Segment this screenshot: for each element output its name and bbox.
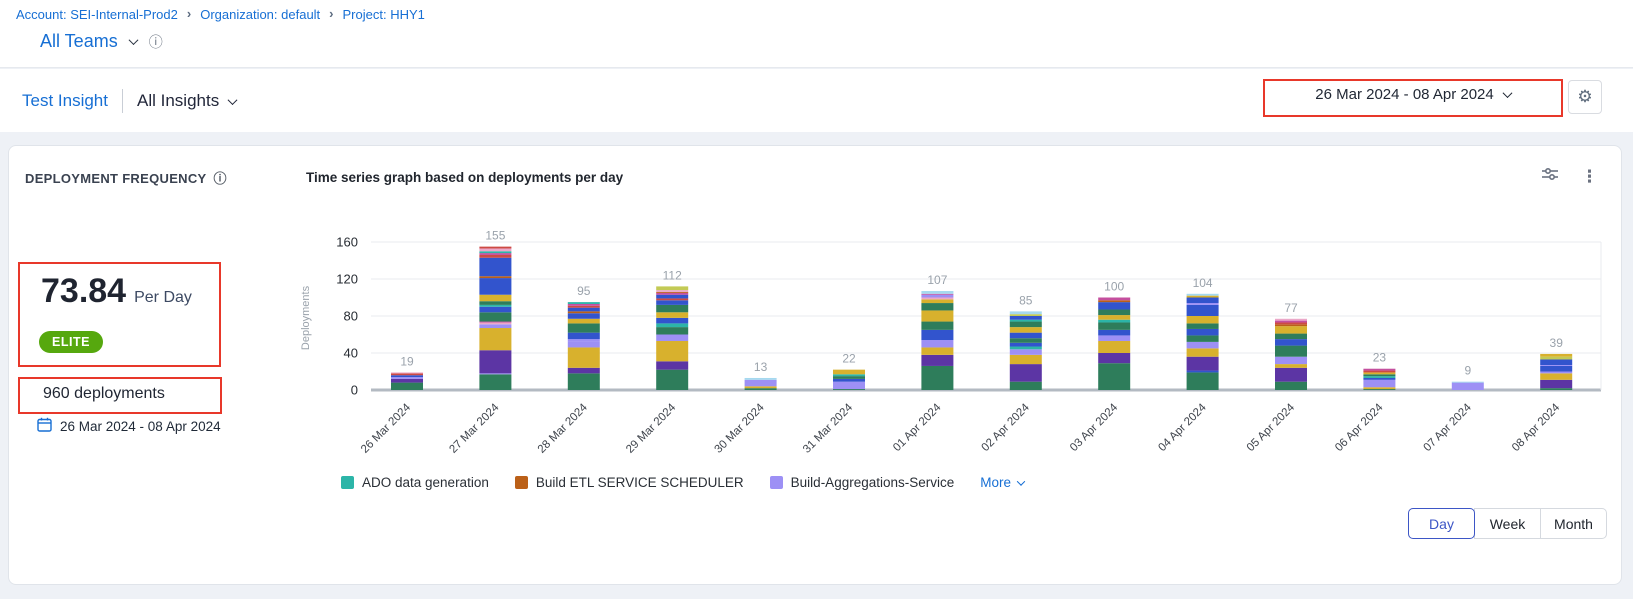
insight-nav: Test Insight All Insights <box>22 89 238 113</box>
svg-text:112: 112 <box>663 268 682 282</box>
svg-text:30 Mar 2024: 30 Mar 2024 <box>713 401 768 456</box>
chart-area: 0 40 80 120 160 Deployments 19 26 Mar 2024 155 27… <box>293 226 1617 470</box>
svg-text:85: 85 <box>1019 293 1033 307</box>
granularity-toggle: Day Week Month <box>1408 508 1607 539</box>
legend-label: ADO data generation <box>362 475 489 490</box>
chevron-down-icon <box>227 94 238 105</box>
kebab-menu-icon[interactable]: ⋮ <box>1581 166 1598 186</box>
svg-text:07 Apr 2024: 07 Apr 2024 <box>1422 401 1475 454</box>
total-deployments: 960 deployments <box>43 385 165 402</box>
breadcrumb-chevron-icon: › <box>186 6 192 21</box>
widget-title-text: DEPLOYMENT FREQUENCY <box>25 171 207 186</box>
svg-text:05 Apr 2024: 05 Apr 2024 <box>1245 401 1298 454</box>
legend-swatch-orange <box>514 476 528 489</box>
breadcrumb-chevron-icon: › <box>329 6 334 21</box>
widget-date-range: 26 Mar 2024 - 08 Apr 2024 <box>37 417 221 435</box>
legend-label: Build ETL SERVICE SCHEDULER <box>535 475 744 490</box>
legend-item[interactable]: Build ETL SERVICE SCHEDULER <box>514 475 744 490</box>
svg-text:13: 13 <box>754 360 768 374</box>
chevron-down-icon <box>1016 476 1026 486</box>
svg-text:155: 155 <box>485 229 505 243</box>
svg-text:08 Apr 2024: 08 Apr 2024 <box>1510 401 1563 454</box>
breadcrumb-account-link[interactable]: Account: SEI-Internal-Prod2 <box>16 7 178 22</box>
widget-date-range-label: 26 Mar 2024 - 08 Apr 2024 <box>60 418 221 434</box>
svg-text:40: 40 <box>344 346 358 361</box>
svg-text:19: 19 <box>400 354 414 368</box>
info-icon[interactable]: ⓘ <box>213 171 227 186</box>
legend-item[interactable]: ADO data generation <box>341 475 489 490</box>
chevron-down-icon <box>1502 88 1513 99</box>
legend-swatch-teal <box>341 476 354 489</box>
svg-text:100: 100 <box>1104 280 1124 294</box>
metric: 73.84 Per Day <box>41 272 192 311</box>
team-selector-label: All Teams <box>40 31 118 51</box>
chart-legend: ADO data generation Build ETL SERVICE SC… <box>341 475 1026 490</box>
svg-text:02 Apr 2024: 02 Apr 2024 <box>980 401 1033 454</box>
elite-status-badge: ELITE <box>39 331 103 353</box>
date-range-label: 26 Mar 2024 - 08 Apr 2024 <box>1315 86 1494 103</box>
divider <box>122 89 123 113</box>
sliders-filter-icon[interactable] <box>1541 166 1559 187</box>
chart-title: Time series graph based on deployments p… <box>306 170 624 185</box>
svg-text:26 Mar 2024: 26 Mar 2024 <box>359 401 414 456</box>
svg-text:95: 95 <box>577 284 591 298</box>
breadcrumb: Account: SEI-Internal-Prod2 › Organizati… <box>16 6 425 22</box>
svg-text:28 Mar 2024: 28 Mar 2024 <box>536 401 591 456</box>
svg-text:27 Mar 2024: 27 Mar 2024 <box>447 401 502 456</box>
svg-text:22: 22 <box>842 352 856 366</box>
chevron-down-icon[interactable] <box>128 35 139 46</box>
legend-swatch-periwinkle <box>769 476 783 489</box>
gear-icon: ⚙ <box>1577 87 1593 106</box>
svg-text:31 Mar 2024: 31 Mar 2024 <box>801 401 856 456</box>
legend-label: Build-Aggregations-Service <box>790 475 955 490</box>
legend-more-label: More <box>980 475 1012 490</box>
date-range-picker[interactable]: 26 Mar 2024 - 08 Apr 2024 <box>1278 86 1548 103</box>
granularity-month-button[interactable]: Month <box>1540 508 1607 539</box>
metric-unit: Per Day <box>134 289 192 306</box>
svg-text:29 Mar 2024: 29 Mar 2024 <box>624 401 679 456</box>
page-header: Account: SEI-Internal-Prod2 › Organizati… <box>0 0 1633 68</box>
widget-title: DEPLOYMENT FREQUENCY ⓘ <box>25 171 227 186</box>
svg-text:23: 23 <box>1373 351 1387 365</box>
svg-text:0: 0 <box>351 383 358 398</box>
deployment-frequency-chart[interactable]: 0 40 80 120 160 Deployments 19 26 Mar 2024 155 27… <box>293 226 1617 470</box>
svg-text:80: 80 <box>344 309 358 324</box>
granularity-week-button[interactable]: Week <box>1474 508 1541 539</box>
insight-name-link[interactable]: Test Insight <box>22 91 108 110</box>
legend-item[interactable]: Build-Aggregations-Service <box>769 475 955 490</box>
deployment-frequency-widget: DEPLOYMENT FREQUENCY ⓘ Time series graph… <box>8 145 1622 585</box>
svg-text:06 Apr 2024: 06 Apr 2024 <box>1333 401 1386 454</box>
svg-text:107: 107 <box>927 273 947 287</box>
svg-text:77: 77 <box>1284 301 1298 315</box>
svg-text:104: 104 <box>1193 276 1213 290</box>
svg-text:120: 120 <box>336 272 358 287</box>
svg-text:9: 9 <box>1464 364 1471 378</box>
svg-text:03 Apr 2024: 03 Apr 2024 <box>1068 401 1121 454</box>
settings-gear-button[interactable]: ⚙ <box>1568 80 1602 114</box>
legend-more-link[interactable]: More <box>980 475 1026 490</box>
breadcrumb-organization-link[interactable]: Organization: default <box>200 7 321 22</box>
info-icon[interactable]: ⓘ <box>148 33 163 50</box>
svg-text:04 Apr 2024: 04 Apr 2024 <box>1156 401 1209 454</box>
svg-text:39: 39 <box>1550 336 1564 350</box>
calendar-icon <box>37 417 52 435</box>
svg-text:160: 160 <box>336 235 358 250</box>
metric-value: 73.84 <box>41 272 127 310</box>
svg-text:01 Apr 2024: 01 Apr 2024 <box>891 401 944 454</box>
insight-scope-label: All Insights <box>137 91 220 110</box>
breadcrumb-project-link[interactable]: Project: HHY1 <box>342 7 425 22</box>
svg-text:Deployments: Deployments <box>300 285 312 350</box>
team-selector[interactable]: All Teams ⓘ <box>40 31 163 52</box>
granularity-day-button[interactable]: Day <box>1408 508 1475 539</box>
insight-scope-dropdown[interactable]: All Insights <box>137 91 238 111</box>
